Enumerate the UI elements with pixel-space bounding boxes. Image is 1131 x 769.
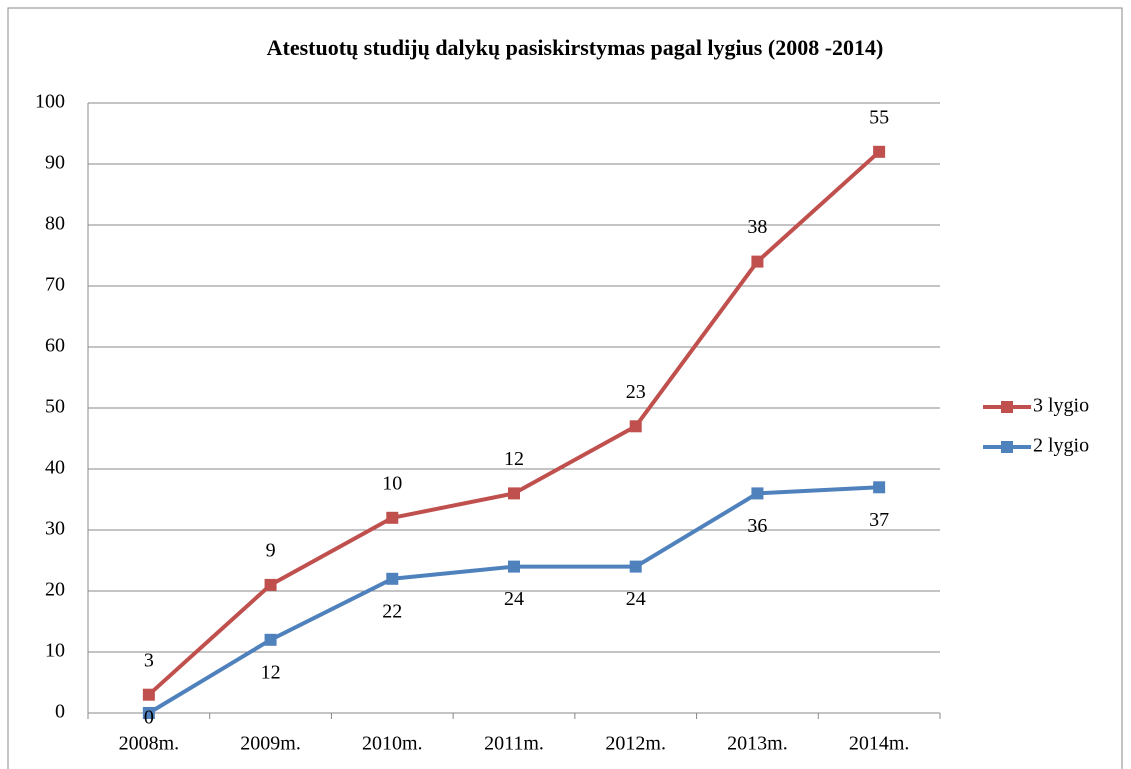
- x-tick-label: 2012m.: [605, 733, 666, 755]
- point-marker: [629, 420, 642, 433]
- data-label: 36: [747, 515, 767, 537]
- y-tick-label: 30: [45, 518, 65, 540]
- y-tick-label: 70: [45, 274, 65, 296]
- legend-label: 2 lygio: [1033, 435, 1089, 457]
- y-tick-label: 50: [45, 396, 65, 418]
- point-marker: [386, 511, 399, 524]
- y-tick-label: 0: [55, 701, 65, 723]
- point-marker: [751, 487, 764, 500]
- x-tick-label: 2008m.: [119, 733, 180, 755]
- data-label: 55: [869, 106, 889, 128]
- data-label: 24: [504, 588, 524, 610]
- x-tick-label: 2014m.: [849, 733, 910, 755]
- data-label: 37: [869, 509, 889, 531]
- y-tick-label: 20: [45, 579, 65, 601]
- data-label: 24: [626, 588, 646, 610]
- data-label: 22: [382, 600, 402, 622]
- legend-marker: [1001, 401, 1013, 413]
- y-tick-label: 40: [45, 457, 65, 479]
- legend-label: 3 lygio: [1033, 395, 1089, 417]
- point-marker: [873, 481, 886, 494]
- point-marker: [508, 487, 520, 500]
- data-label: 10: [382, 472, 402, 494]
- data-label: 12: [261, 661, 281, 683]
- x-tick-label: 2010m.: [362, 733, 423, 755]
- point-marker: [508, 560, 520, 573]
- data-label: 38: [747, 216, 767, 238]
- y-tick-label: 10: [45, 640, 65, 662]
- point-marker: [264, 578, 277, 591]
- point-marker: [142, 688, 155, 701]
- series-line: [147, 150, 881, 697]
- chart-title: Atestuotų studijų dalykų pasiskirstymas …: [267, 35, 884, 60]
- y-tick-label: 90: [45, 152, 65, 174]
- point-marker: [264, 633, 277, 646]
- point-marker: [751, 255, 764, 268]
- point-marker: [873, 145, 886, 158]
- data-label: 9: [266, 539, 276, 561]
- data-label: 12: [504, 448, 524, 470]
- point-marker: [629, 560, 642, 573]
- point-marker: [142, 707, 155, 719]
- data-label: 23: [626, 381, 646, 403]
- data-label: 0: [144, 707, 154, 729]
- data-label: 3: [144, 649, 154, 671]
- x-tick-label: 2013m.: [727, 733, 788, 755]
- x-tick-label: 2011m.: [484, 733, 544, 755]
- x-tick-label: 2009m.: [240, 733, 301, 755]
- y-tick-label: 80: [45, 213, 65, 235]
- legend-marker: [1001, 441, 1013, 453]
- y-tick-label: 60: [45, 335, 65, 357]
- y-tick-label: 100: [35, 91, 65, 113]
- point-marker: [386, 572, 399, 585]
- chart-border: [7, 7, 1123, 769]
